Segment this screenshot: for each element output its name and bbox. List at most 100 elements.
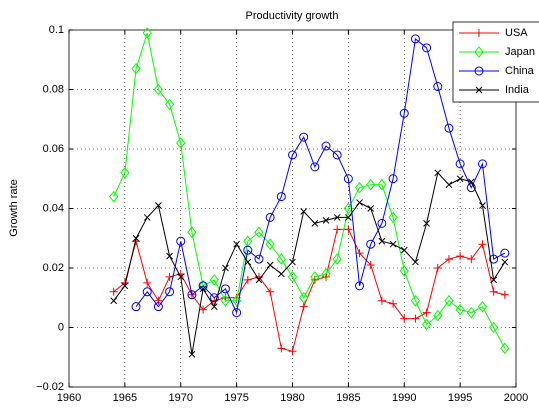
y-tick-label: 0.1 [49, 24, 64, 36]
marker [109, 190, 119, 203]
marker [410, 294, 421, 307]
marker [199, 285, 207, 293]
marker [142, 287, 152, 297]
marker [321, 141, 331, 151]
marker [333, 225, 342, 234]
marker [143, 214, 151, 221]
y-axis-label: Growth rate [8, 179, 20, 236]
marker [474, 46, 484, 58]
marker [500, 290, 509, 299]
marker [333, 214, 341, 221]
marker [367, 205, 375, 212]
marker [165, 272, 174, 281]
marker [332, 150, 342, 160]
marker [501, 258, 509, 266]
x-tick-label: 1995 [448, 392, 472, 404]
marker [433, 82, 443, 92]
marker [434, 169, 442, 177]
marker [154, 296, 163, 305]
marker [355, 249, 364, 258]
marker [288, 347, 297, 356]
marker [132, 234, 140, 242]
marker [177, 273, 185, 281]
marker [389, 240, 397, 248]
legend-label: Japan [505, 46, 535, 58]
x-tick-label: 1960 [57, 392, 81, 404]
marker [466, 306, 476, 319]
marker [131, 302, 141, 312]
marker [255, 276, 263, 284]
marker [310, 271, 320, 283]
marker [400, 246, 408, 254]
marker [165, 287, 175, 297]
marker [475, 29, 483, 37]
marker [143, 278, 152, 287]
marker [377, 296, 386, 305]
marker [310, 162, 320, 172]
marker [131, 62, 141, 75]
marker [412, 258, 419, 266]
marker [288, 150, 297, 160]
y-tick-label: 0.08 [43, 83, 64, 95]
marker [411, 314, 420, 323]
marker [475, 86, 483, 94]
marker [153, 83, 164, 96]
marker [244, 258, 252, 266]
x-tick-label: 1975 [224, 392, 248, 404]
marker [110, 297, 118, 305]
marker [500, 248, 510, 258]
marker [266, 287, 275, 296]
marker [311, 220, 319, 227]
marker [199, 305, 208, 314]
marker [467, 178, 475, 186]
y-tick-label: 0.04 [43, 202, 64, 214]
legend-label: India [505, 84, 530, 96]
marker [344, 225, 353, 234]
marker [388, 174, 398, 184]
y-tick-label: −0.02 [36, 381, 64, 393]
marker [356, 199, 363, 206]
marker [187, 226, 197, 239]
marker [422, 308, 431, 317]
marker [399, 108, 409, 118]
marker [220, 284, 230, 294]
marker [243, 275, 252, 284]
marker [489, 287, 498, 296]
x-tick-label: 1990 [392, 392, 416, 404]
marker [287, 271, 298, 283]
y-tick-label: 0.06 [43, 143, 64, 155]
marker [388, 211, 398, 224]
x-tick-label: 1985 [336, 392, 360, 404]
marker [153, 302, 163, 312]
marker [500, 342, 510, 355]
marker [479, 202, 486, 209]
marker [176, 236, 186, 246]
marker [300, 208, 308, 215]
marker [433, 264, 442, 272]
marker [121, 282, 129, 290]
marker [477, 159, 487, 169]
marker [489, 321, 499, 334]
marker [345, 214, 352, 221]
marker [343, 174, 353, 184]
marker [474, 66, 484, 76]
x-tick-label: 1970 [169, 392, 193, 404]
marker [142, 27, 152, 39]
marker [209, 293, 219, 303]
marker [321, 268, 331, 280]
marker [477, 300, 488, 313]
marker [166, 252, 173, 260]
marker [233, 240, 240, 248]
marker [456, 252, 465, 261]
marker [478, 240, 487, 249]
marker [389, 299, 398, 308]
marker [455, 303, 465, 316]
marker [222, 264, 229, 272]
marker [366, 178, 376, 191]
marker [366, 261, 375, 270]
x-tick-label: 1965 [113, 392, 137, 404]
marker [489, 254, 499, 264]
marker [399, 265, 409, 277]
x-tick-label: 1980 [280, 392, 304, 404]
